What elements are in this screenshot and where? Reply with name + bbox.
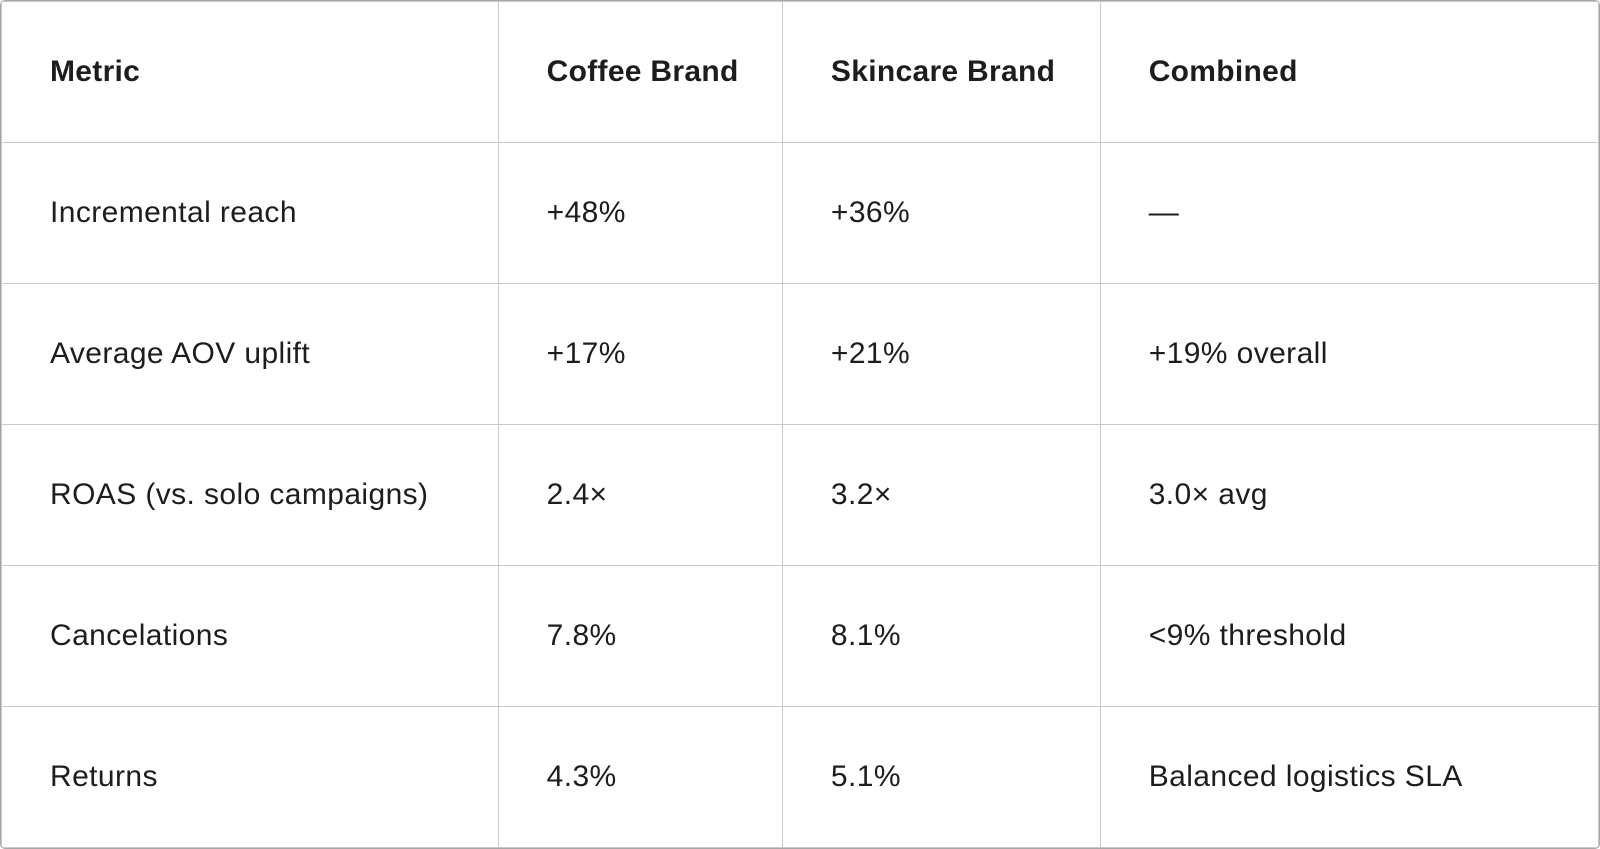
table-row-roas: ROAS (vs. solo campaigns) 2.4× 3.2× 3.0×… xyxy=(1,424,1599,566)
cell-metric-label: Average AOV uplift xyxy=(1,283,499,425)
cell-combined-value: 3.0× avg xyxy=(1099,424,1599,566)
cell-skincare-value: 8.1% xyxy=(781,565,1101,707)
cell-metric-label: Incremental reach xyxy=(1,142,499,284)
cell-metric-label: ROAS (vs. solo campaigns) xyxy=(1,424,499,566)
cell-metric-label: Cancelations xyxy=(1,565,499,707)
table-row-cancelations: Cancelations 7.8% 8.1% <9% threshold xyxy=(1,565,1599,707)
table-header-row: Metric Coffee Brand Skincare Brand Combi… xyxy=(1,1,1599,143)
cell-combined-value: Balanced logistics SLA xyxy=(1099,706,1599,848)
cell-skincare-value: +36% xyxy=(781,142,1101,284)
table-row-average-aov-uplift: Average AOV uplift +17% +21% +19% overal… xyxy=(1,283,1599,425)
cell-skincare-value: 5.1% xyxy=(781,706,1101,848)
table-row-incremental-reach: Incremental reach +48% +36% — xyxy=(1,142,1599,284)
cell-combined-value: <9% threshold xyxy=(1099,565,1599,707)
column-header-combined: Combined xyxy=(1099,1,1599,143)
cell-coffee-value: 2.4× xyxy=(497,424,783,566)
cell-metric-label: Returns xyxy=(1,706,499,848)
cell-coffee-value: +17% xyxy=(497,283,783,425)
cell-skincare-value: 3.2× xyxy=(781,424,1101,566)
cell-combined-value: — xyxy=(1099,142,1599,284)
cell-skincare-value: +21% xyxy=(781,283,1101,425)
column-header-metric: Metric xyxy=(1,1,499,143)
cell-coffee-value: 4.3% xyxy=(497,706,783,848)
column-header-coffee-brand: Coffee Brand xyxy=(497,1,783,143)
cell-coffee-value: +48% xyxy=(497,142,783,284)
column-header-skincare-brand: Skincare Brand xyxy=(781,1,1101,143)
cell-combined-value: +19% overall xyxy=(1099,283,1599,425)
cell-coffee-value: 7.8% xyxy=(497,565,783,707)
table-row-returns: Returns 4.3% 5.1% Balanced logistics SLA xyxy=(1,706,1599,848)
